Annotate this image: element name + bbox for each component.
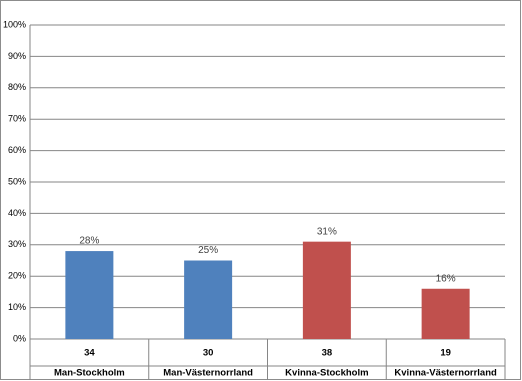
y-tick-label: 50% — [8, 176, 26, 186]
bar — [302, 241, 351, 339]
count-label: 19 — [440, 348, 451, 359]
bar — [184, 260, 233, 339]
y-tick-label: 40% — [8, 208, 26, 218]
y-tick-label: 80% — [8, 82, 26, 92]
bar — [421, 288, 470, 339]
y-tick-label: 60% — [8, 145, 26, 155]
bar — [65, 251, 114, 339]
x-tick-label: Kvinna-Västernorrland — [394, 368, 497, 379]
y-tick-label: 90% — [8, 51, 26, 61]
y-tick-label: 20% — [8, 271, 26, 281]
count-label: 30 — [203, 348, 214, 359]
y-tick-label: 100% — [3, 19, 26, 29]
x-tick-label: Man-Stockholm — [54, 368, 125, 379]
count-label: 34 — [84, 348, 95, 359]
value-label: 25% — [198, 245, 218, 256]
count-label: 38 — [322, 348, 333, 359]
y-tick-label: 30% — [8, 239, 26, 249]
x-tick-label: Kvinna-Stockholm — [285, 368, 368, 379]
y-tick-label: 70% — [8, 114, 26, 124]
x-tick-label: Man-Västernorrland — [163, 368, 253, 379]
value-label: 28% — [79, 236, 99, 247]
y-tick-label: 0% — [13, 333, 26, 343]
y-tick-label: 10% — [8, 302, 26, 312]
value-label: 16% — [436, 273, 456, 284]
value-label: 31% — [317, 226, 337, 237]
